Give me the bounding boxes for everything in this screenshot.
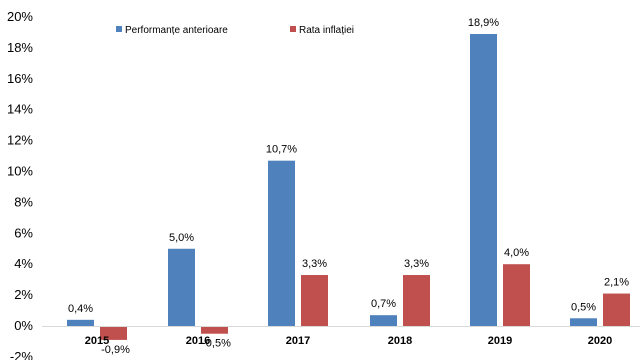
x-category-label: 2020 — [588, 335, 612, 347]
data-label: 4,0% — [504, 247, 529, 259]
x-axis: 2015 2016 2017 2018 2019 2020 — [42, 326, 640, 347]
bar-performance-2017 — [268, 160, 295, 326]
data-label: -0,5% — [202, 338, 231, 350]
bar-performance-2016 — [168, 248, 195, 326]
bar-performance-2018 — [370, 315, 397, 326]
bar-performance-2015 — [67, 319, 94, 326]
legend-label: Rata inflației — [299, 25, 354, 36]
data-label: 18,9% — [468, 17, 499, 29]
legend-swatch — [116, 26, 122, 32]
y-tick-label: 6% — [14, 225, 33, 240]
bar-inflation-2016 — [201, 326, 228, 334]
bars — [67, 33, 630, 340]
bar-performance-2019 — [470, 33, 497, 327]
y-tick-label: 12% — [7, 133, 33, 148]
bar-inflation-2017 — [301, 275, 328, 326]
y-tick-label: 10% — [7, 164, 33, 179]
data-label: 3,3% — [302, 258, 327, 270]
data-label: 10,7% — [266, 144, 297, 156]
x-category-label: 2015 — [85, 335, 109, 347]
y-tick-label: 18% — [7, 40, 33, 55]
data-label: 3,3% — [404, 258, 429, 270]
bar-inflation-2019 — [503, 264, 530, 326]
x-category-label: 2018 — [388, 335, 412, 347]
legend-swatch — [290, 26, 296, 32]
bar-inflation-2020 — [603, 293, 630, 326]
y-tick-label: 20% — [7, 9, 33, 24]
data-label: 0,5% — [571, 301, 596, 313]
y-tick-label: 0% — [14, 318, 33, 333]
data-label: 0,7% — [371, 298, 396, 310]
y-tick-label: -2% — [10, 349, 34, 360]
data-label: 2,1% — [604, 277, 629, 289]
bar-performance-2020 — [570, 318, 597, 326]
x-category-label: 2016 — [186, 335, 210, 347]
x-category-label: 2019 — [488, 335, 512, 347]
y-tick-label: 14% — [7, 102, 33, 117]
y-tick-label: 4% — [14, 256, 33, 271]
y-tick-label: 2% — [14, 287, 33, 302]
data-label: 5,0% — [169, 232, 194, 244]
y-tick-label: 8% — [14, 194, 33, 209]
data-label: 0,4% — [68, 303, 93, 315]
data-labels: 0,4% 5,0% 10,7% 0,7% 18,9% 0,5% -0,9% -0,5% 3,3%… — [68, 17, 629, 356]
y-axis: -2% 0% 2% 4% 6% 8% 10% 12% 14% 16% 18% 20% — [7, 9, 33, 360]
data-label: -0,9% — [101, 344, 130, 356]
bar-inflation-2018 — [403, 275, 430, 326]
x-category-label: 2017 — [286, 335, 310, 347]
y-tick-label: 16% — [7, 71, 33, 86]
legend-label: Performanțe anterioare — [125, 25, 228, 36]
bar-inflation-2015 — [100, 326, 127, 340]
legend: Performanțe anterioare Rata inflației — [116, 25, 354, 36]
